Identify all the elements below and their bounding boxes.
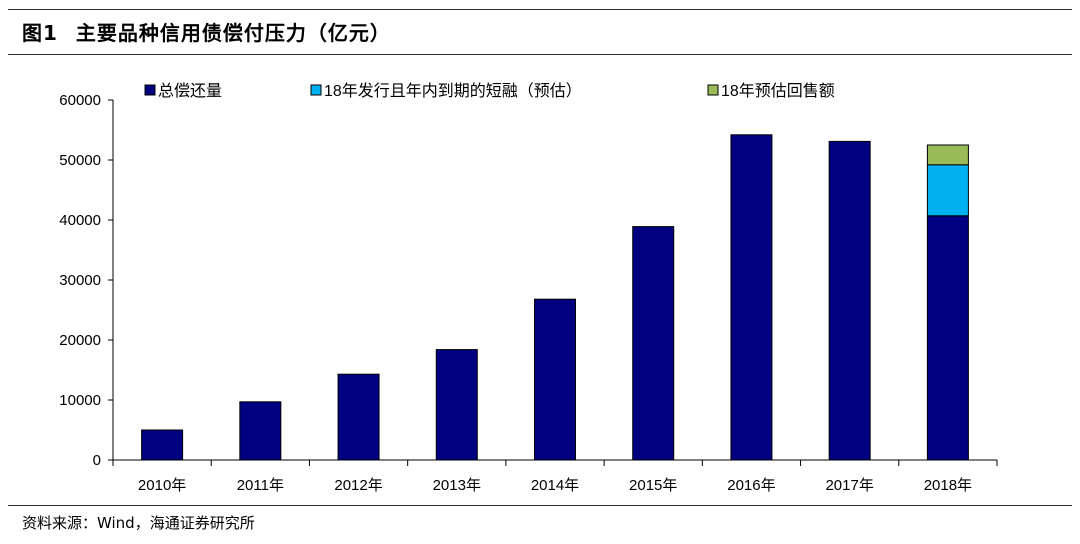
x-tick-label: 2010年 xyxy=(138,477,186,494)
y-tick-label: 60000 xyxy=(59,92,101,109)
y-axis: 0 10000 20000 30000 40000 50000 60000 xyxy=(59,92,114,469)
legend: 总偿还量 18年发行且年内到期的短融（预估） 18年预估回售额 xyxy=(144,82,835,100)
top-rule xyxy=(8,9,1072,10)
legend-label: 18年预估回售额 xyxy=(721,82,835,100)
figure-title: 图1 主要品种信用债偿付压力（亿元） xyxy=(22,17,391,46)
x-tick-label: 2011年 xyxy=(237,477,284,494)
source-rule xyxy=(8,505,1072,506)
x-tick-label: 2015年 xyxy=(629,477,677,494)
legend-swatch xyxy=(707,84,719,96)
x-tick-label: 2014年 xyxy=(531,477,579,494)
x-tick-label: 2012年 xyxy=(334,477,382,494)
bar-total-4 xyxy=(534,298,576,461)
bar-total-6 xyxy=(730,134,773,461)
y-tick-label: 40000 xyxy=(59,212,101,229)
bar-total-7 xyxy=(828,140,871,461)
bar-total-0 xyxy=(141,429,184,461)
legend-swatch xyxy=(144,84,156,96)
bars xyxy=(141,134,969,461)
bar-total-8 xyxy=(926,215,969,461)
x-tick-label: 2016年 xyxy=(727,477,775,494)
legend-label: 18年发行且年内到期的短融（预估） xyxy=(324,82,582,100)
legend-swatch xyxy=(310,84,322,96)
bar-total-5 xyxy=(632,226,675,461)
x-tick-label: 2013年 xyxy=(433,477,481,494)
legend-label: 总偿还量 xyxy=(158,82,222,100)
bar-putback-8 xyxy=(926,144,969,166)
bar-total-3 xyxy=(435,349,478,461)
bar-chart: 总偿还量 18年发行且年内到期的短融（预估） 18年预估回售额 0 10000 2000… xyxy=(59,82,998,494)
y-tick-label: 30000 xyxy=(59,272,101,289)
bar-total-1 xyxy=(239,401,282,461)
bar-total-2 xyxy=(337,373,380,461)
title-rule xyxy=(8,54,1072,55)
figure-title-text: 主要品种信用债偿付压力（亿元） xyxy=(75,21,391,45)
x-tick-label: 2017年 xyxy=(825,477,873,494)
y-tick-label: 20000 xyxy=(59,332,101,349)
figure-number: 图1 xyxy=(22,21,58,45)
x-tick-label: 2018年 xyxy=(924,477,972,494)
y-tick-label: 10000 xyxy=(59,392,101,409)
x-axis: 2010年 2011年 2012年 2013年 2014年 2015年 2016年 2017年… xyxy=(112,459,998,494)
bar-short-term-notes-8 xyxy=(926,164,969,217)
y-tick-label: 50000 xyxy=(59,152,101,169)
y-tick-label: 0 xyxy=(93,452,101,469)
source-note: 资料来源：Wind，海通证券研究所 xyxy=(22,514,255,532)
